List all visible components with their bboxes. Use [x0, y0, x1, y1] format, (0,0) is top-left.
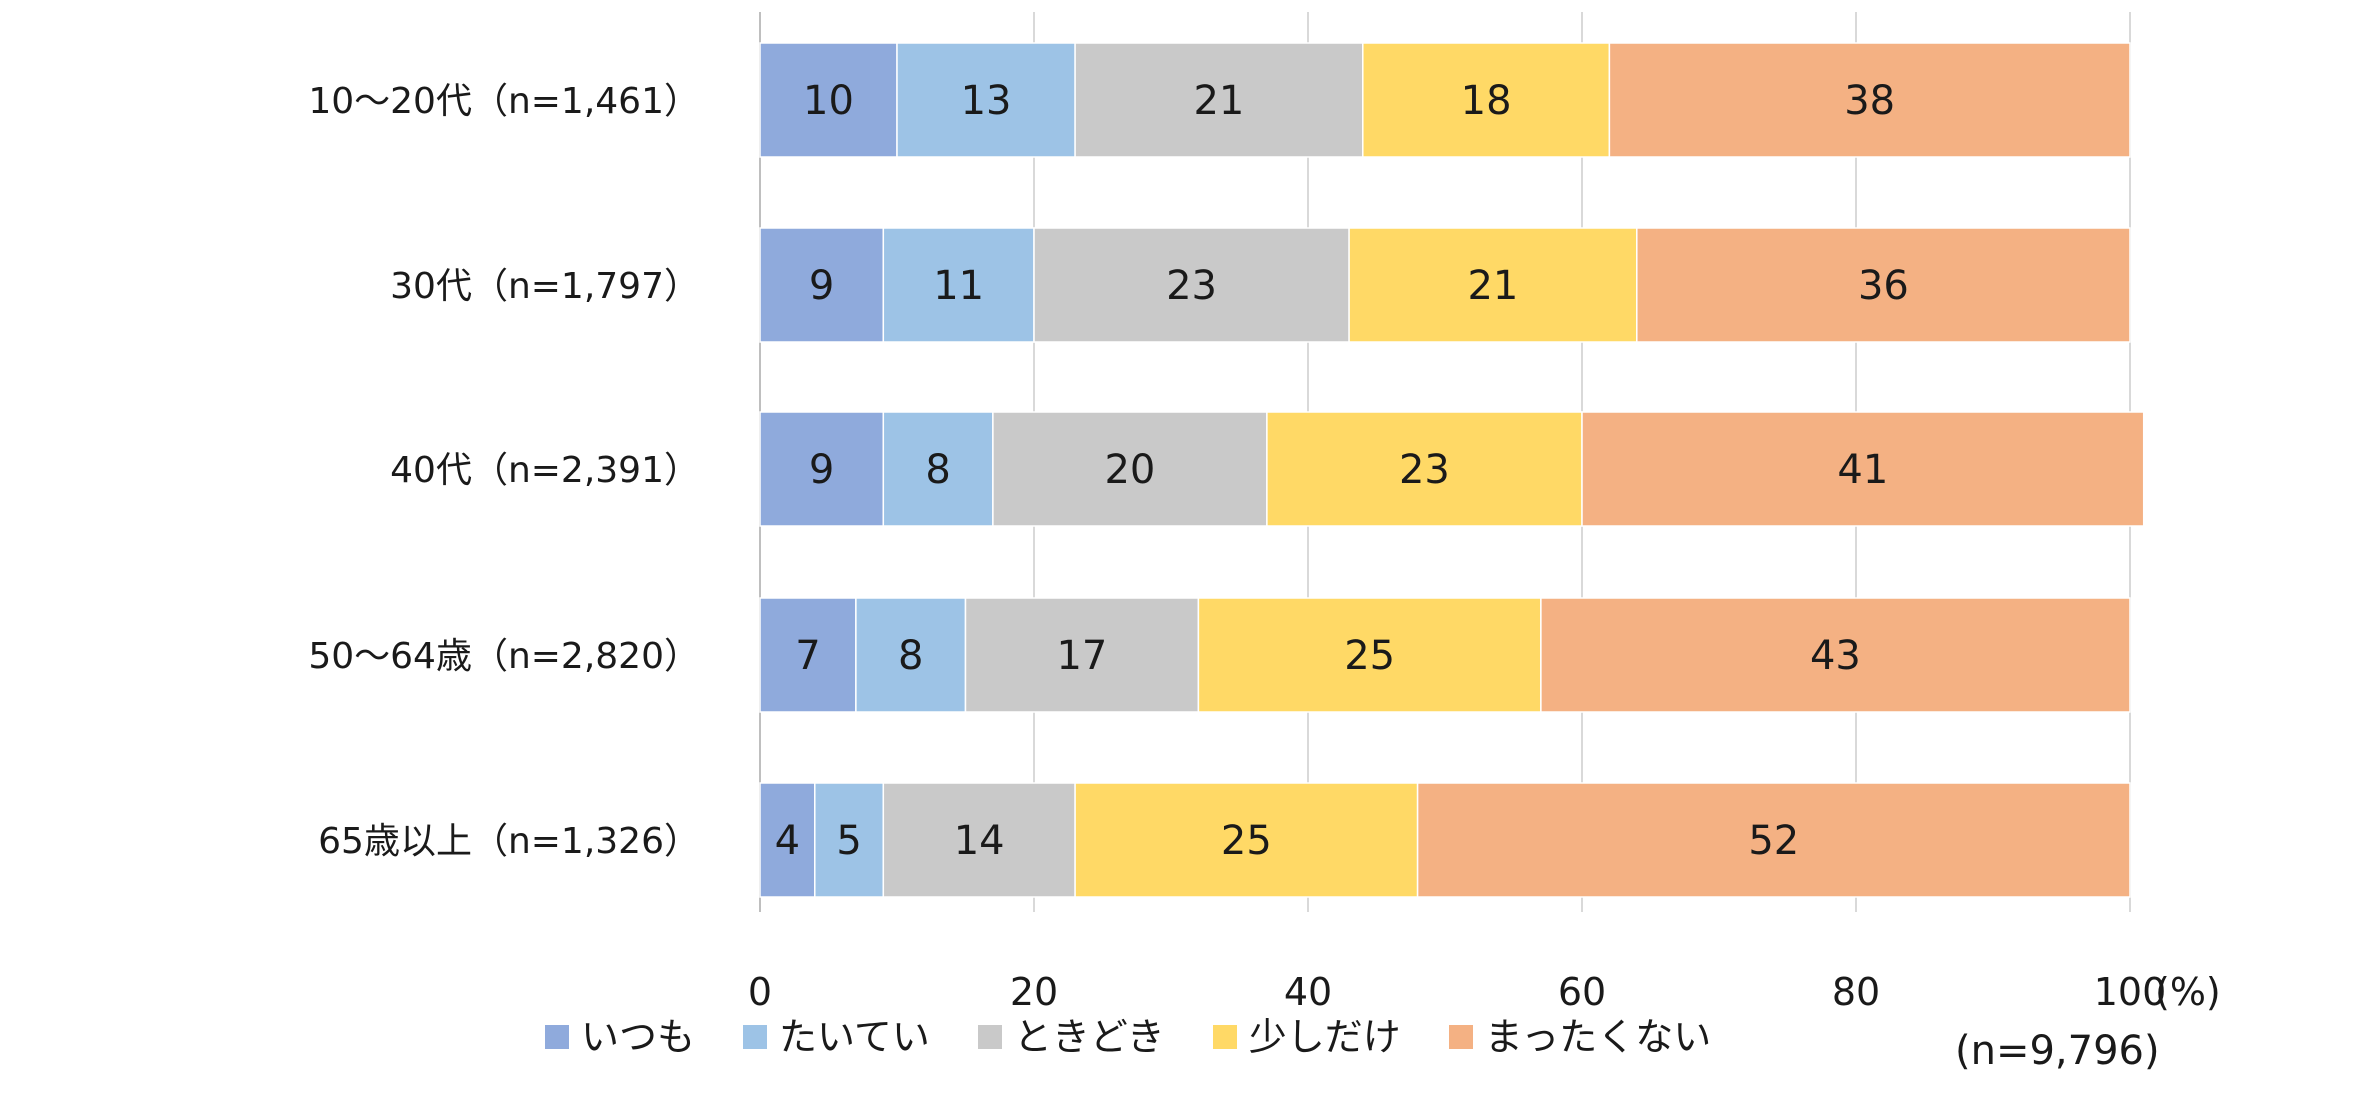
- data-label: 43: [1810, 633, 1861, 679]
- legend-label: まったくない: [1484, 1015, 1712, 1059]
- bar-segment: [1033, 227, 1350, 343]
- bar-segment: [896, 42, 1076, 158]
- legend-label: たいてい: [779, 1015, 930, 1059]
- data-label: 21: [1467, 263, 1518, 309]
- legend: いつも たいてい ときどき 少しだけ まったくない: [545, 1018, 1759, 1056]
- bar-segment: [759, 782, 816, 898]
- bar-segment: [1416, 782, 2131, 898]
- bar-segment: [992, 411, 1268, 527]
- legend-item: ときどき: [977, 1015, 1165, 1059]
- data-label: 14: [954, 818, 1005, 864]
- bar-segment: [1074, 42, 1364, 158]
- legend-item: たいてい: [743, 1018, 930, 1056]
- data-label: 23: [1399, 447, 1450, 493]
- data-label: 9: [809, 447, 834, 493]
- category-labels: 10〜20代（n=1,461） 30代（n=1,797） 40代（n=2,391） 5…: [308, 81, 700, 862]
- data-label: 10: [803, 78, 854, 124]
- data-label: 18: [1461, 78, 1512, 124]
- category-label: 10〜20代（n=1,461）: [308, 81, 700, 122]
- data-label: 52: [1748, 818, 1799, 864]
- data-label: 11: [933, 263, 984, 309]
- legend-swatch: [545, 1025, 569, 1049]
- bar-segment: [1362, 42, 1611, 158]
- category-label: 50〜64歳（n=2,820）: [308, 636, 700, 677]
- category-label: 30代（n=1,797）: [390, 266, 700, 307]
- data-label: 8: [898, 633, 923, 679]
- x-tick-label: 60: [1558, 970, 1606, 1014]
- legend-item: 少しだけ: [1212, 1015, 1401, 1059]
- bar-segment: [1540, 597, 2131, 713]
- bar-segment: [759, 597, 857, 713]
- x-axis-unit: (%): [2155, 970, 2221, 1014]
- legend-swatch: [743, 1025, 768, 1049]
- bars: 10 13 21 18 38 9 11 23 21 36 9 8 20 23 41 7 8 17 25 43 4 5 14 2…: [759, 42, 2145, 898]
- bar-segment: [882, 411, 994, 527]
- data-label: 4: [775, 818, 800, 864]
- bar-segment: [759, 227, 885, 343]
- category-label: 40代（n=2,391）: [390, 450, 700, 491]
- bar-segment: [882, 782, 1076, 898]
- x-tick-label: 0: [748, 970, 772, 1014]
- data-label: 21: [1193, 78, 1244, 124]
- bar-segment: [1608, 42, 2131, 158]
- legend-swatch: [977, 1025, 1002, 1049]
- data-label: 20: [1104, 447, 1155, 493]
- x-tick-label: 100: [2094, 970, 2167, 1014]
- bar-segment: [1266, 411, 1583, 527]
- data-label: 25: [1344, 633, 1395, 679]
- legend-label: いつも: [581, 1015, 696, 1059]
- data-label: 8: [925, 447, 950, 493]
- bar-segment: [1348, 227, 1638, 343]
- bar-segment: [1636, 227, 2131, 343]
- data-label: 36: [1858, 263, 1909, 309]
- bar-segment: [855, 597, 967, 713]
- x-tick-label: 40: [1284, 970, 1332, 1014]
- data-label: 38: [1844, 78, 1895, 124]
- legend-swatch: [1448, 1025, 1473, 1049]
- bar-segment: [1581, 411, 2145, 527]
- bar-segment: [814, 782, 885, 898]
- sample-size-note: (n=9,796): [1955, 1028, 2160, 1074]
- data-label: 7: [795, 633, 820, 679]
- data-label: 9: [809, 263, 834, 309]
- bar-segment: [759, 411, 885, 527]
- x-tick-label: 80: [1832, 970, 1880, 1014]
- bar-segment: [759, 42, 898, 158]
- data-label: 23: [1166, 263, 1217, 309]
- legend-label: ときどき: [1013, 1015, 1165, 1059]
- x-tick-label: 20: [1010, 970, 1058, 1014]
- legend-item: まったくない: [1448, 1015, 1712, 1059]
- legend-swatch: [1212, 1025, 1237, 1049]
- legend-label: 少しだけ: [1248, 1015, 1401, 1059]
- data-label: 13: [961, 78, 1012, 124]
- x-tick-labels: 0 20 40 60 80 100: [748, 970, 2166, 1014]
- category-label: 65歳以上（n=1,326）: [318, 821, 700, 862]
- data-label: 17: [1056, 633, 1107, 679]
- bar-segment: [1074, 782, 1419, 898]
- bar-segment: [964, 597, 1200, 713]
- legend-item: いつも: [545, 1018, 695, 1056]
- data-label: 25: [1221, 818, 1272, 864]
- bar-segment: [1197, 597, 1542, 713]
- data-label: 41: [1837, 447, 1888, 493]
- data-label: 5: [836, 818, 861, 864]
